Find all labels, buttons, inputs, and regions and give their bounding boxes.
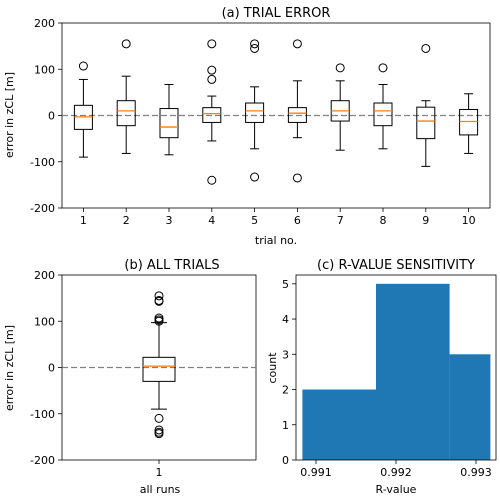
trial-error-xtick-label: 1 (80, 214, 87, 227)
all-trials-ytick-label: -100 (30, 408, 55, 421)
trial-error-xtick-label: 3 (166, 214, 173, 227)
count-ytick-label: 4 (282, 313, 289, 326)
panel-trial-error: (a) TRIAL ERROR error in zCL [m] trial n… (3, 6, 491, 247)
all-trials-box (142, 356, 176, 382)
trial-error-xtick-label: 10 (462, 214, 476, 227)
histogram-bar (376, 283, 450, 460)
all-trials-outlier (154, 296, 164, 306)
panel-all-trials: (b) ALL TRIALS error in zCL [m] all runs… (3, 258, 257, 496)
count-ytick-label: 0 (282, 454, 289, 467)
trial-error-outlier (250, 39, 260, 49)
r-value-xtick-label: 0.993 (460, 466, 492, 479)
all-trials-ytick-label: 100 (34, 315, 55, 328)
xlabel-r-value: R-value (376, 483, 417, 496)
trial-error-outlier (335, 63, 345, 73)
trial-error-ytick-label: 100 (34, 63, 55, 76)
trial-error-xtick-label: 9 (422, 214, 429, 227)
trial-error-box (287, 107, 307, 123)
trial-error-box (116, 100, 136, 127)
all-trials-ytick-label: 200 (34, 269, 55, 282)
histogram-bar (302, 389, 376, 460)
ylabel-all-trials: error in zCL [m] (3, 325, 16, 411)
trial-error-xtick-label: 5 (251, 214, 258, 227)
all-trials-ytick-label: 0 (48, 362, 55, 375)
all-trials-outlier (154, 425, 164, 435)
trial-error-ytick-label: 200 (34, 17, 55, 30)
trial-error-xtick-label: 4 (208, 214, 215, 227)
trial-error-outlier (250, 172, 260, 182)
title-r-value-sensitivity: (c) R-VALUE SENSITIVITY (317, 258, 475, 273)
ylabel-count: count (266, 352, 279, 384)
trial-error-outlier (207, 65, 217, 75)
title-all-trials: (b) ALL TRIALS (124, 258, 219, 273)
trial-error-outlier (207, 39, 217, 49)
trial-error-box (159, 108, 179, 139)
count-ytick-label: 3 (282, 348, 289, 361)
xlabel-trial-error: trial no. (255, 234, 297, 247)
all-trials-outlier (154, 429, 164, 439)
trial-error-outlier (121, 39, 131, 49)
r-value-xtick-label: 0.992 (380, 466, 412, 479)
all-trials-ytick-label: -200 (30, 454, 55, 467)
trial-error-outlier (78, 61, 88, 71)
title-trial-error: (a) TRIAL ERROR (222, 6, 331, 21)
trial-error-box (459, 108, 479, 136)
ylabel-trial-error: error in zCL [m] (3, 72, 16, 158)
xlabel-all-trials: all runs (140, 483, 181, 496)
r-value-xtick-label: 0.991 (300, 466, 332, 479)
trial-error-outlier (292, 173, 302, 183)
trial-error-box (373, 102, 393, 127)
trial-error-outlier (250, 43, 260, 53)
all-trials-outlier (154, 291, 164, 301)
trial-error-ytick-label: 0 (48, 110, 55, 123)
trial-error-ytick-label: -100 (30, 156, 55, 169)
trial-error-xtick-label: 7 (337, 214, 344, 227)
trial-error-outlier (207, 175, 217, 185)
trial-error-box (202, 107, 222, 123)
trial-error-outlier (378, 63, 388, 73)
all-trials-outlier (154, 413, 164, 423)
trial-error-box (416, 106, 436, 140)
histogram-bar (449, 354, 491, 460)
trial-error-box (245, 102, 265, 123)
count-ytick-label: 5 (282, 278, 289, 291)
panel-r-value-sensitivity: (c) R-VALUE SENSITIVITY count R-value 0 1… (266, 258, 497, 496)
trial-error-ytick-label: -200 (30, 202, 55, 215)
all-trials-xtick-label: 1 (156, 466, 163, 479)
count-ytick-label: 2 (282, 384, 289, 397)
all-trials-outlier (154, 316, 164, 326)
trial-error-outlier (207, 74, 217, 84)
count-ytick-label: 1 (282, 419, 289, 432)
trial-error-outlier (292, 39, 302, 49)
trial-error-xtick-label: 8 (380, 214, 387, 227)
trial-error-xtick-label: 6 (294, 214, 301, 227)
trial-error-outlier (421, 43, 431, 53)
trial-error-xtick-label: 2 (123, 214, 130, 227)
